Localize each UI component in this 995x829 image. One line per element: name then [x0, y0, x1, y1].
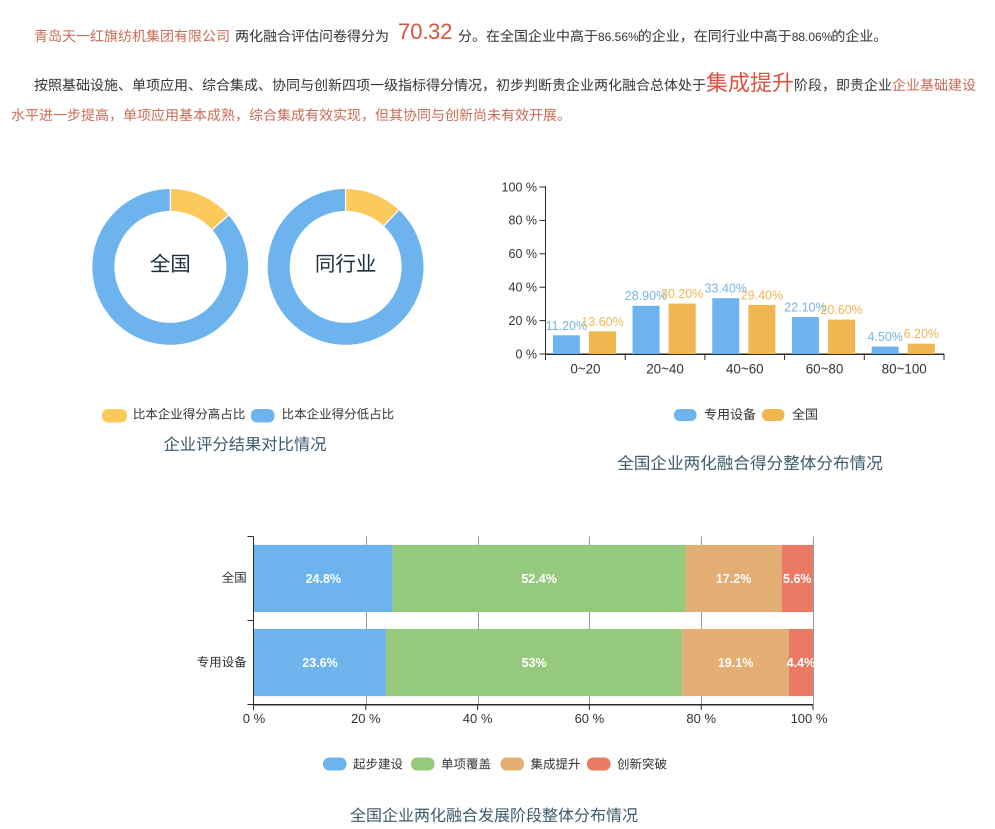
- svg-text:52.4%: 52.4%: [521, 572, 556, 586]
- svg-text:100 %: 100 %: [791, 711, 828, 726]
- svg-text:30.20%: 30.20%: [661, 287, 703, 301]
- svg-text:17.2%: 17.2%: [716, 572, 751, 586]
- svg-text:4.50%: 4.50%: [867, 330, 902, 344]
- svg-text:32: 32: [428, 19, 452, 44]
- svg-text:6.20%: 6.20%: [904, 327, 939, 341]
- svg-text:60 %: 60 %: [575, 711, 605, 726]
- svg-text:40 %: 40 %: [509, 281, 538, 295]
- svg-text:5.6%: 5.6%: [783, 572, 812, 586]
- svg-text:20 %: 20 %: [351, 711, 381, 726]
- svg-text:0 %: 0 %: [515, 347, 537, 361]
- svg-text:19.1%: 19.1%: [718, 656, 753, 670]
- svg-text:88.06%: 88.06%: [792, 30, 833, 44]
- svg-text:33.40%: 33.40%: [705, 282, 747, 296]
- svg-text:20~40: 20~40: [646, 362, 684, 377]
- svg-text:0 %: 0 %: [243, 711, 266, 726]
- svg-text:80~100: 80~100: [882, 362, 927, 377]
- svg-text:86.56%: 86.56%: [598, 30, 639, 44]
- svg-text:29.40%: 29.40%: [741, 288, 783, 302]
- svg-text:60 %: 60 %: [509, 247, 538, 261]
- svg-text:100 %: 100 %: [502, 180, 537, 194]
- svg-text:0~20: 0~20: [570, 362, 600, 377]
- svg-text:20.60%: 20.60%: [820, 303, 862, 317]
- svg-text:53%: 53%: [522, 656, 547, 670]
- svg-text:22.10%: 22.10%: [784, 301, 826, 315]
- svg-text:11.20%: 11.20%: [546, 319, 587, 333]
- svg-text:40 %: 40 %: [463, 711, 493, 726]
- svg-text:70.: 70.: [398, 19, 429, 44]
- svg-text:60~80: 60~80: [806, 362, 844, 377]
- svg-text:20 %: 20 %: [509, 314, 538, 328]
- svg-text:13.60%: 13.60%: [581, 315, 623, 329]
- svg-text:24.8%: 24.8%: [306, 572, 341, 586]
- svg-text:4.4%: 4.4%: [787, 656, 816, 670]
- svg-text:80 %: 80 %: [509, 214, 538, 228]
- svg-text:23.6%: 23.6%: [302, 656, 337, 670]
- svg-text:28.90%: 28.90%: [625, 289, 667, 303]
- svg-text:80 %: 80 %: [686, 711, 716, 726]
- svg-text:40~60: 40~60: [726, 362, 764, 377]
